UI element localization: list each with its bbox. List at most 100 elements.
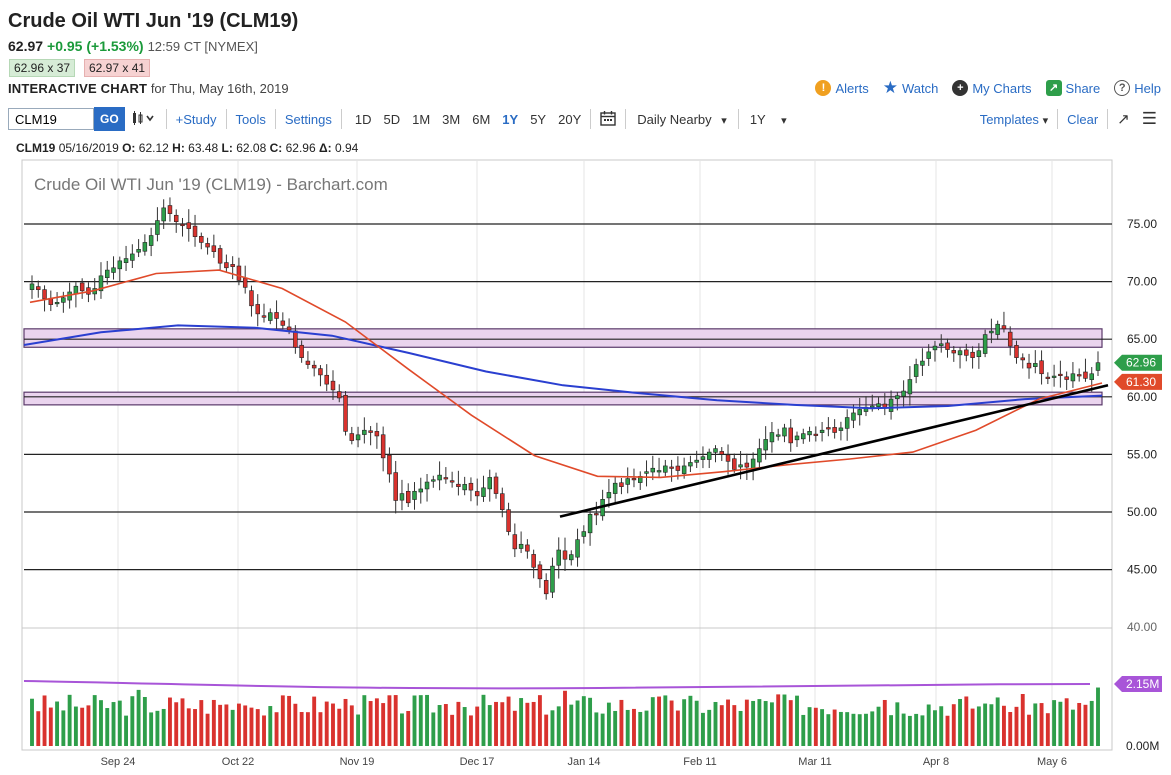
volume-bar (820, 709, 825, 746)
volume-bar (262, 715, 266, 746)
volume-bar (845, 712, 850, 746)
menu-button[interactable]: ☰ (1136, 109, 1163, 129)
volume-bar (230, 709, 235, 746)
candle-body (318, 368, 323, 376)
templates-dropdown[interactable]: Templates ▾ (974, 112, 1054, 127)
candle-body (1076, 374, 1082, 377)
candle-body (236, 265, 242, 281)
expand-button[interactable]: ↗ (1111, 110, 1136, 128)
volume-bar (406, 710, 411, 746)
candle-body (393, 472, 398, 501)
candle-body (493, 476, 499, 494)
candle-body (500, 493, 505, 510)
clear-button[interactable]: Clear (1067, 111, 1099, 127)
settings-button[interactable]: Settings (284, 111, 332, 127)
volume-bar (381, 703, 386, 746)
alerts-link[interactable]: ! Alerts (815, 80, 869, 96)
candle-body (136, 249, 141, 253)
volume-bar (99, 700, 103, 746)
ohlc-readout: CLM19 05/16/2019 O: 62.12 H: 63.48 L: 62… (16, 141, 358, 155)
period-1m[interactable]: 1M (412, 111, 431, 127)
candle-body (913, 364, 919, 377)
candle-body (681, 465, 687, 474)
candle-body (1064, 376, 1069, 380)
candle-body (1039, 360, 1044, 375)
frequency-dropdown[interactable]: Daily Nearby ▾ (629, 112, 735, 127)
volume-bar (180, 698, 185, 746)
study-button[interactable]: +Study (175, 111, 217, 127)
period-3m[interactable]: 3M (442, 111, 461, 127)
candle-body (167, 205, 173, 214)
period-1d[interactable]: 1D (354, 111, 372, 127)
y-tick-bg (1122, 331, 1164, 348)
volume-bar (851, 713, 856, 746)
my-charts-link[interactable]: + My Charts (952, 80, 1032, 96)
volume-bar (356, 714, 361, 746)
my-charts-label: My Charts (972, 80, 1032, 96)
candle-body (938, 343, 944, 346)
candle-body (957, 350, 963, 356)
volume-bar (42, 695, 47, 746)
x-tick-label: Apr 8 (923, 756, 949, 768)
candle-body (788, 427, 793, 444)
chart-type-button[interactable] (125, 110, 163, 128)
frequency-label: Daily Nearby (637, 111, 712, 127)
candle-body (487, 477, 492, 490)
candle-body (775, 434, 781, 437)
volume-bar (1039, 703, 1044, 746)
resistance-zone (23, 391, 1103, 406)
volume-bar (694, 700, 699, 746)
low-label: L: (221, 141, 233, 155)
go-button[interactable]: GO (94, 107, 125, 131)
last-price-tag-bg (1114, 354, 1162, 371)
y-tick-bg (1122, 273, 1164, 290)
ma-50-line (29, 269, 1103, 479)
candle-body (224, 262, 229, 269)
period-1y[interactable]: 1Y (502, 111, 519, 127)
volume-bar (287, 695, 292, 746)
volume-bar (487, 705, 492, 746)
watch-link[interactable]: ★ Watch (883, 78, 939, 98)
volume-bar (343, 698, 348, 746)
period-20y[interactable]: 20Y (558, 111, 582, 127)
top-links: ! Alerts ★ Watch + My Charts ↗ Share ? Help (815, 78, 1161, 98)
candle-body (706, 451, 712, 460)
candle-body (36, 286, 41, 290)
period-5d[interactable]: 5D (383, 111, 401, 127)
trendline (559, 384, 1109, 518)
volume-bar (801, 714, 806, 746)
symbol-input[interactable] (8, 108, 94, 130)
candle-body (976, 350, 982, 358)
range-dropdown[interactable]: 1Y ▾ (742, 112, 795, 127)
open-value: 62.12 (138, 141, 169, 155)
volume-bar (575, 700, 580, 746)
volume-tag-bg (1114, 738, 1162, 754)
volume-bar (168, 697, 172, 746)
volume-bar (136, 689, 141, 746)
delta-label: Δ: (318, 141, 332, 155)
volume-bar (61, 710, 66, 746)
candlestick-icon (132, 110, 154, 125)
share-link[interactable]: ↗ Share (1045, 80, 1100, 96)
volume-bar (155, 710, 160, 746)
candle-body (280, 320, 286, 326)
volume-bar (506, 696, 511, 746)
period-5y[interactable]: 5Y (530, 111, 547, 127)
candle-body (462, 484, 467, 491)
share-icon: ↗ (1045, 80, 1062, 96)
volume-bar (48, 707, 53, 746)
volume-bar (744, 699, 749, 746)
calendar-button[interactable] (594, 110, 622, 129)
volume-bar (199, 700, 204, 746)
volume-bar (958, 698, 962, 746)
volume-bar (813, 707, 818, 746)
help-link[interactable]: ? Help (1114, 80, 1161, 96)
candle-body (581, 531, 587, 537)
period-6m[interactable]: 6M (472, 111, 491, 127)
volume-bar (36, 711, 41, 746)
tools-button[interactable]: Tools (235, 111, 266, 127)
candle-body (42, 289, 47, 300)
volume-bar (481, 694, 486, 746)
volume-bar (588, 697, 593, 746)
